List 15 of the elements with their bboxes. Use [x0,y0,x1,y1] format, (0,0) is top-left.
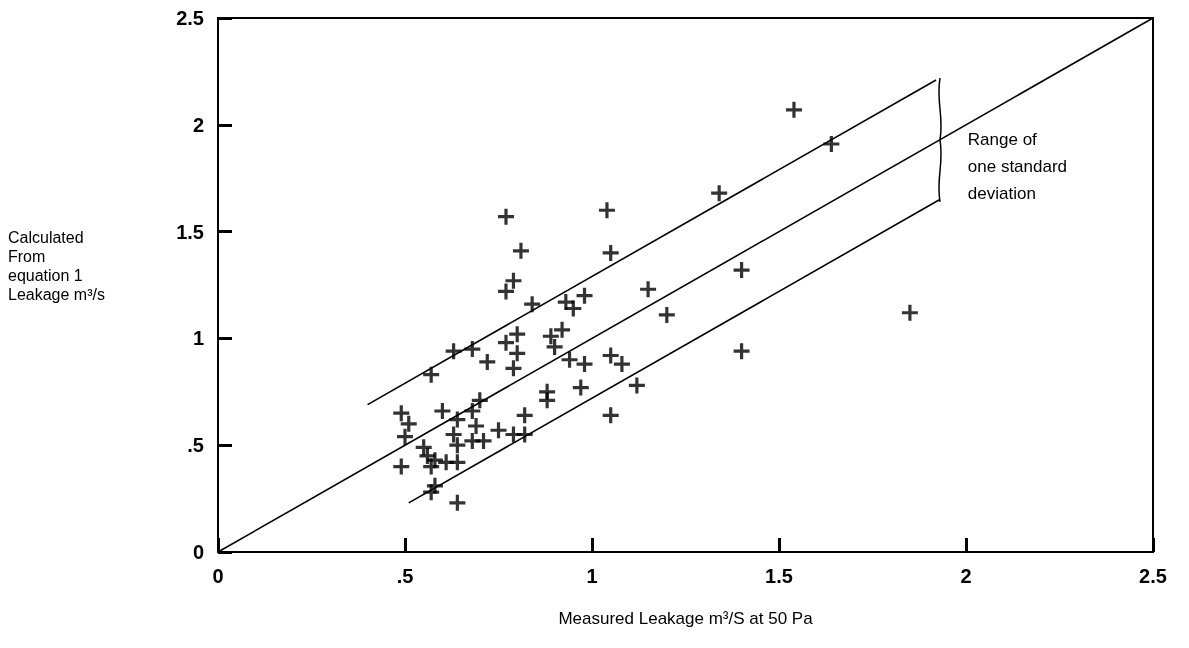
y-tick-label: 0 [192,541,204,563]
x-tick-label: 2 [960,565,972,587]
x-tick-label: 1.5 [765,565,793,587]
y-tick-label: 1.5 [176,220,204,243]
x-tick-label: 2.5 [1139,565,1167,587]
x-tick-label: .5 [396,565,414,587]
y-tick-label: 1 [192,327,204,350]
y-tick-label: .5 [187,434,204,457]
y-tick-label: 2.5 [176,7,204,29]
x-tick-label: 1 [586,565,598,587]
x-tick-label: 0 [212,565,224,587]
y-axis-title: Calculated From equation 1 Leakage m³/s [8,229,105,303]
annotation: Range of one standard deviation [967,128,1068,205]
y-tick-label: 2 [192,113,204,136]
x-axis-title: Measured Leakage m³/S at 50 Pa [558,609,814,628]
